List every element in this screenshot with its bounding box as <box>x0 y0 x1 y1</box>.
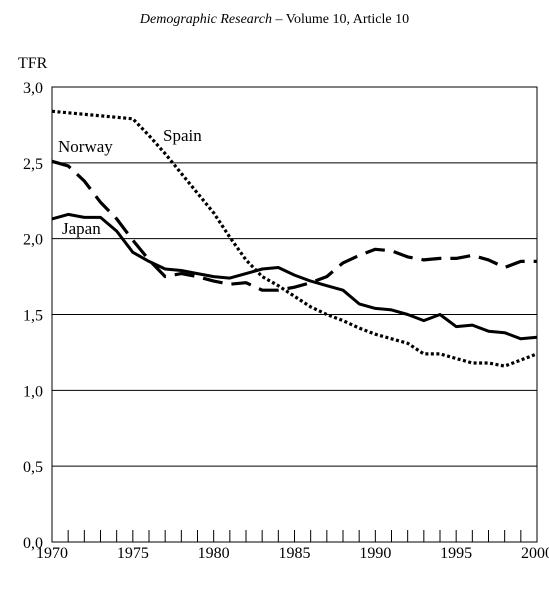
header-separator: – <box>271 12 286 27</box>
y-tick-label: 0,0 <box>23 535 43 552</box>
x-tick-label: 1985 <box>279 545 311 562</box>
series-line-norway <box>51 159 537 292</box>
y-tick-label: 1,5 <box>23 308 43 325</box>
y-tick-label: 3,0 <box>23 80 43 97</box>
series-label-japan: Japan <box>62 219 101 238</box>
series-label-norway: Norway <box>58 137 113 156</box>
series-lines <box>51 109 538 368</box>
page-header: Demographic Research – Volume 10, Articl… <box>0 12 549 28</box>
y-tick-label: 2,5 <box>23 156 43 173</box>
x-minor-ticks <box>51 530 538 542</box>
y-tick-label: 2,0 <box>23 232 43 249</box>
x-tick-label: 1970 <box>36 545 68 562</box>
y-tick-label: 1,0 <box>23 383 43 400</box>
x-tick-label: 2000 <box>521 545 549 562</box>
grid-lines <box>52 162 537 467</box>
series-labels: Spain Norway Japan <box>58 126 202 238</box>
issue-label: Volume 10, Article 10 <box>285 12 410 27</box>
x-tick-label: 1995 <box>440 545 472 562</box>
series-label-spain: Spain <box>163 126 202 145</box>
x-tick-label: 1975 <box>117 545 149 562</box>
x-tick-labels: 1970 1975 1980 1985 1990 1995 2000 <box>36 545 549 562</box>
series-line-japan <box>51 212 538 341</box>
y-tick-labels: 0,0 0,5 1,0 1,5 2,0 2,5 3,0 <box>23 80 43 552</box>
x-tick-label: 1990 <box>359 545 391 562</box>
x-tick-label: 1980 <box>198 545 230 562</box>
journal-title: Demographic Research <box>139 12 272 27</box>
y-tick-label: 0,5 <box>23 459 43 476</box>
y-axis-label: TFR <box>18 55 48 72</box>
